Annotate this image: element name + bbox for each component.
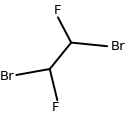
Text: F: F <box>52 101 59 114</box>
Text: Br: Br <box>0 70 15 83</box>
Text: F: F <box>54 4 62 17</box>
Text: Br: Br <box>111 40 125 53</box>
